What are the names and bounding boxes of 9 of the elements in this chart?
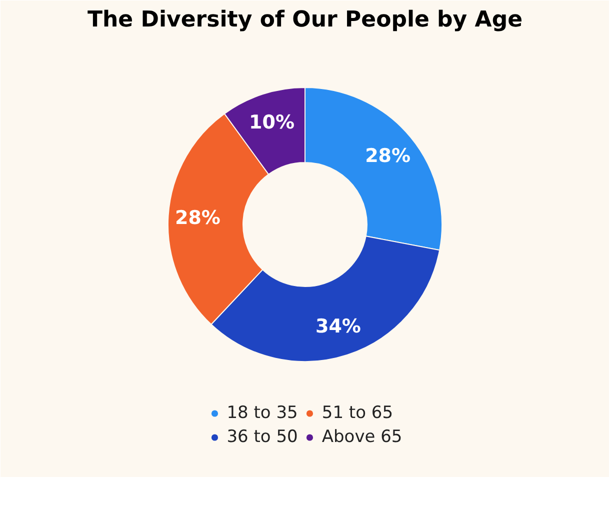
data-label: 34% <box>315 316 361 338</box>
data-label: 10% <box>249 111 295 134</box>
data-label: 28% <box>365 144 411 167</box>
legend-label: 51 to 65 <box>322 403 394 423</box>
chart-title: The Diversity of Our People by Age <box>88 8 523 32</box>
legend-label: 36 to 50 <box>226 427 298 447</box>
legend-label: 18 to 35 <box>226 403 298 423</box>
legend-label: Above 65 <box>322 427 402 447</box>
data-label: 28% <box>174 206 220 229</box>
